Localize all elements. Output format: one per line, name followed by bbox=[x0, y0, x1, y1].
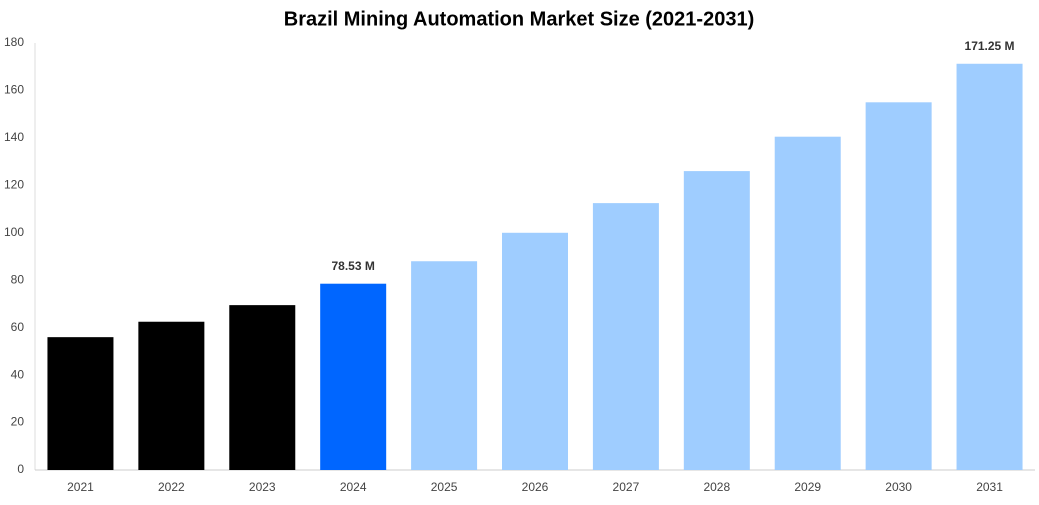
x-tick-label: 2028 bbox=[703, 480, 730, 494]
x-tick-label: 2025 bbox=[431, 480, 458, 494]
bar bbox=[138, 321, 205, 470]
x-tick-label: 2031 bbox=[976, 480, 1003, 494]
bar bbox=[865, 102, 932, 471]
bar bbox=[502, 232, 568, 470]
x-tick-label: 2024 bbox=[340, 480, 367, 494]
value-label: 78.53 M bbox=[332, 259, 375, 273]
y-tick-label: 80 bbox=[11, 272, 25, 286]
y-tick-label: 20 bbox=[11, 415, 25, 429]
y-tick-label: 160 bbox=[4, 83, 24, 97]
x-tick-label: 2030 bbox=[885, 480, 912, 494]
bar bbox=[774, 136, 841, 471]
y-tick-label: 140 bbox=[4, 130, 24, 144]
y-tick-label: 40 bbox=[11, 367, 25, 381]
x-tick-label: 2023 bbox=[249, 480, 276, 494]
x-tick-label: 2027 bbox=[613, 480, 640, 494]
bar bbox=[411, 261, 478, 470]
x-tick-label: 2029 bbox=[794, 480, 821, 494]
bar bbox=[229, 305, 296, 470]
x-tick-label: 2021 bbox=[67, 480, 94, 494]
bar bbox=[320, 283, 387, 470]
bar bbox=[47, 337, 114, 470]
y-tick-label: 180 bbox=[4, 35, 24, 49]
x-tick-label: 2022 bbox=[158, 480, 185, 494]
y-tick-label: 0 bbox=[17, 462, 24, 476]
value-label: 171.25 M bbox=[965, 39, 1015, 53]
y-tick-label: 60 bbox=[11, 320, 25, 334]
chart-title: Brazil Mining Automation Market Size (20… bbox=[284, 8, 754, 30]
y-tick-label: 100 bbox=[4, 225, 24, 239]
x-tick-label: 2026 bbox=[522, 480, 549, 494]
y-tick-label: 120 bbox=[4, 178, 24, 192]
bar bbox=[592, 203, 659, 470]
bar bbox=[683, 171, 750, 470]
bar bbox=[956, 63, 1023, 470]
